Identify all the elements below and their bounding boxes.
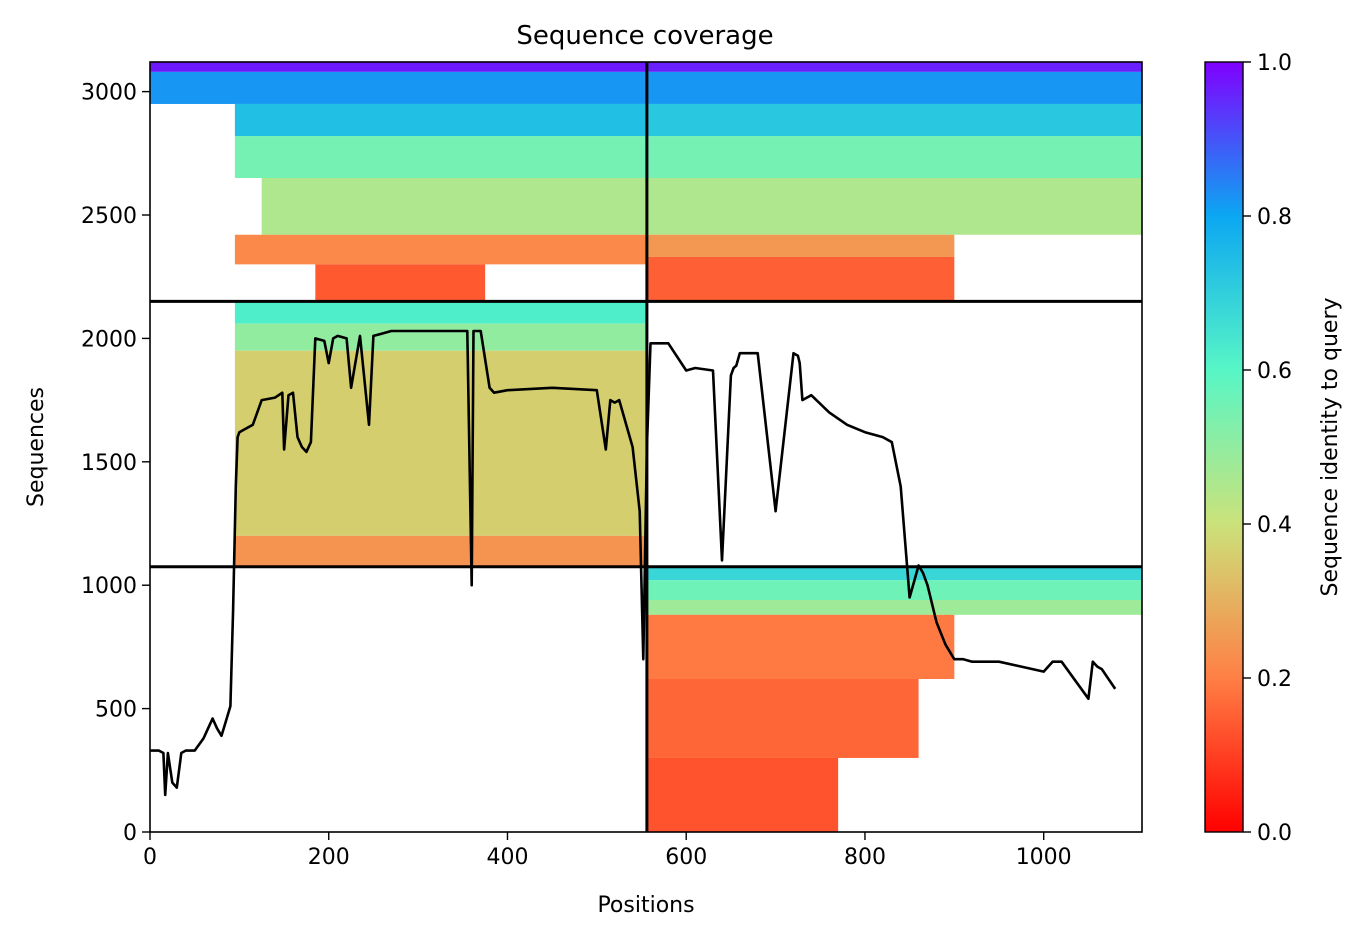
block-upper-left [150,62,647,302]
colorbar-tick-label: 0.4 [1257,513,1292,538]
identity-band [646,600,1142,615]
x-tick-label: 800 [844,845,886,870]
identity-band [261,177,647,235]
x-tick-label: 400 [486,845,528,870]
identity-band [646,580,1142,601]
identity-band [646,256,955,302]
y-tick-label: 0 [123,821,137,846]
colorbar-tick-label: 1.0 [1257,51,1292,76]
identity-band [234,103,647,137]
y-tick-label: 1500 [81,451,137,476]
identity-band [234,136,647,178]
identity-band [646,234,955,257]
identity-band [646,614,955,679]
y-axis-label: Sequences [24,387,49,507]
identity-band [646,103,1142,137]
x-axis-label: Positions [597,893,694,918]
x-tick-label: 200 [308,845,350,870]
identity-band [646,757,839,832]
identity-band [234,234,647,265]
identity-band [646,678,919,758]
identity-band [234,323,647,351]
identity-band [646,177,1142,235]
coverage-line [150,329,1117,797]
identity-band [150,71,647,104]
x-tick-label: 1000 [1016,845,1072,870]
colorbar-axis: 0.0 0.2 0.4 0.6 0.8 1.0 [1243,51,1292,846]
y-tick-label: 500 [95,698,137,723]
identity-band [234,350,647,536]
coverage-heatmap [150,62,1142,832]
chart-title: Sequence coverage [516,21,773,51]
colorbar-tick-label: 0.0 [1257,821,1292,846]
y-tick-label: 3000 [81,81,137,106]
x-tick-label: 0 [143,845,157,870]
identity-band [646,136,1142,178]
identity-band [150,62,647,72]
colorbar-tick-label: 0.2 [1257,667,1292,692]
colorbar-tick-label: 0.6 [1257,359,1292,384]
identity-band [234,301,647,324]
colorbar-tick-label: 0.8 [1257,205,1292,230]
x-axis: 0 200 400 600 800 1000 [143,832,1072,870]
identity-band [234,535,647,567]
block-middle-left [234,301,647,567]
identity-band [646,71,1142,104]
y-tick-label: 2500 [81,204,137,229]
x-tick-label: 600 [665,845,707,870]
identity-band [646,566,1142,581]
y-tick-label: 2000 [81,327,137,352]
identity-band [315,264,486,302]
block-lower-right [646,566,1142,832]
identity-band [646,62,1142,72]
colorbar [1204,61,1244,833]
y-tick-label: 1000 [81,574,137,599]
block-upper-right [646,62,1142,302]
y-axis: 0 500 1000 1500 2000 2500 3000 [81,81,150,846]
plot-frame [149,61,1143,833]
colorbar-label: Sequence identity to query [1318,297,1343,596]
